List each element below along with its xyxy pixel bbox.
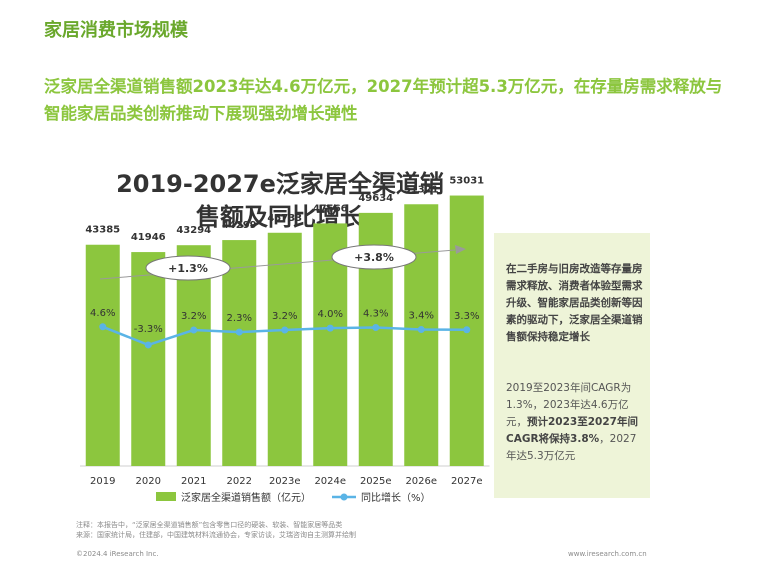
x-tick-label: 2019 [90, 476, 115, 487]
growth-point-2019 [99, 323, 107, 331]
growth-point-2023e [281, 326, 289, 334]
bar-2023e [267, 232, 302, 466]
x-tick-label: 2025e [360, 476, 392, 487]
bar-2020 [131, 252, 166, 466]
growth-point-2027e [463, 326, 471, 334]
insight-highlight: 在二手房与旧房改造等存量房需求释放、消费者体验型需求升级、智能家居品类创新等因素… [506, 263, 643, 343]
x-tick-label: 2027e [451, 476, 483, 487]
insight-body-bold: 预计2023至2027年间CAGR将保持3.8% [506, 416, 638, 445]
growth-point-2025e [372, 323, 380, 331]
insight-note-box: 在二手房与旧房改造等存量房需求释放、消费者体验型需求升级、智能家居品类创新等因素… [494, 233, 650, 498]
website-link[interactable]: www.iresearch.com.cn [568, 550, 647, 558]
footnote-note: 注释：本报告中，“泛家居全渠道销售额”包含零售口径的硬装、软装、智能家居等品类 [76, 521, 343, 529]
copyright: ©2024.4 iResearch Inc. [76, 550, 159, 558]
bar-value-label: 49634 [358, 193, 393, 204]
growth-value-label: 4.6% [90, 308, 115, 319]
legend-bar-label: 泛家居全渠道销售额（亿元） [181, 491, 311, 504]
x-tick-label: 2020 [136, 476, 161, 487]
insight-body-pre: 2019至2023年间CAGR为1.3%，2023年达4.6万亿元， [506, 382, 632, 428]
growth-point-2026e [417, 326, 425, 334]
legend-line-label: 同比增长（%） [361, 491, 431, 504]
bar-value-label: 43294 [176, 225, 211, 236]
growth-value-label: 4.3% [363, 308, 388, 319]
bar-2022 [222, 240, 257, 466]
cagr-bubble [145, 255, 231, 281]
bar-value-label: 41946 [131, 232, 166, 243]
growth-point-2024e [326, 324, 334, 332]
cagr-trend-arrowhead [455, 245, 466, 254]
x-tick-label: 2024e [314, 476, 346, 487]
legend-line-marker [340, 493, 348, 501]
growth-value-label: -3.3% [134, 324, 163, 335]
bar-2019 [85, 244, 120, 466]
headline: 泛家居全渠道销售额2023年达4.6万亿元，2027年预计超5.3万亿元，在存量… [44, 77, 723, 123]
bar-2021 [176, 245, 211, 466]
section-title: 家居消费市场规模 [44, 20, 188, 41]
footnote-source: 来源：国家统计局，住建部，中国建筑材料流通协会，专家访谈，艾瑞咨询自主测算并绘制 [76, 531, 356, 539]
cagr-bubble-label: +3.8% [354, 251, 394, 264]
growth-value-label: 3.2% [181, 311, 206, 322]
cagr-bubble [331, 244, 417, 270]
x-tick-label: 2023e [269, 476, 301, 487]
x-tick-label: 2022 [227, 476, 252, 487]
bar-value-label: 53031 [449, 176, 484, 187]
insight-body-post: ，2027年达5.3万亿元 [506, 433, 637, 462]
x-tick-label: 2021 [181, 476, 206, 487]
growth-value-label: 4.0% [318, 309, 343, 320]
bar-value-label: 51321 [404, 184, 439, 195]
chart-title: 2019-2027e泛家居全渠道销 售额及同比增长 [85, 168, 475, 234]
growth-point-2020 [144, 341, 152, 349]
x-tick-label: 2026e [405, 476, 437, 487]
growth-value-label: 2.3% [227, 313, 252, 324]
growth-point-2021 [190, 326, 198, 334]
bar-value-label: 45733 [267, 213, 302, 224]
growth-value-label: 3.3% [454, 311, 479, 322]
insight-body: 2019至2023年间CAGR为1.3%，2023年达4.6万亿元，预计2023… [506, 380, 644, 465]
bar-value-label: 47566 [313, 203, 348, 214]
growth-value-label: 3.2% [272, 311, 297, 322]
footnote: 注释：本报告中，“泛家居全渠道销售额”包含零售口径的硬装、软装、智能家居等品类 … [76, 520, 356, 540]
bar-value-label: 43385 [85, 225, 120, 236]
cagr-bubble-label: +1.3% [168, 262, 208, 275]
chart-title-line1: 2019-2027e泛家居全渠道销 [116, 170, 444, 198]
growth-point-2022 [235, 328, 243, 336]
legend-bar-swatch [156, 492, 176, 501]
growth-value-label: 3.4% [409, 311, 434, 322]
bar-value-label: 44299 [222, 220, 257, 231]
bar-2026e [404, 204, 439, 467]
